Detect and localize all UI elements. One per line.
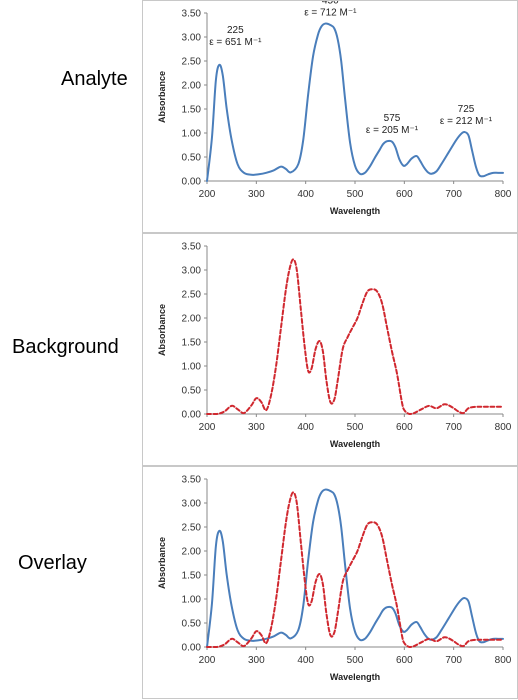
x-tick-label: 800 bbox=[495, 189, 512, 200]
y-tick-label: 0.50 bbox=[182, 153, 202, 164]
y-tick-label: 1.00 bbox=[182, 129, 202, 140]
analyte-chart: 0.00 0.50 1.00 1.50 2.00 2.50 3.00 3.50 200 300 40… bbox=[157, 1, 512, 216]
x-tick-label: 300 bbox=[248, 422, 265, 433]
background-series-line bbox=[206, 258, 504, 415]
y-tick-label: 1.50 bbox=[182, 105, 202, 116]
x-tick-label: 500 bbox=[347, 189, 364, 200]
y-tick-label: 3.50 bbox=[182, 9, 202, 20]
row-label-background: Background bbox=[12, 336, 119, 358]
y-tick-label: 2.50 bbox=[182, 290, 202, 301]
row-label-analyte: Analyte bbox=[61, 68, 128, 90]
y-tick-label: 0.50 bbox=[182, 619, 202, 630]
x-tick-label: 200 bbox=[199, 189, 216, 200]
y-tick-label: 3.00 bbox=[182, 33, 202, 44]
peak-annotation: ε = 712 M⁻¹ bbox=[304, 8, 357, 19]
x-tick-label: 400 bbox=[297, 422, 314, 433]
background-chart-panel: 0.00 0.50 1.00 1.50 2.00 2.50 3.00 3.50 200 300 40… bbox=[142, 233, 518, 466]
y-tick-label: 3.00 bbox=[182, 266, 202, 277]
x-tick-label: 800 bbox=[495, 655, 512, 666]
y-tick-label: 1.00 bbox=[182, 362, 202, 373]
x-tick-label: 400 bbox=[297, 655, 314, 666]
x-tick-label: 800 bbox=[495, 422, 512, 433]
peak-annotation: 225 bbox=[227, 25, 244, 36]
x-axis-title: Wavelength bbox=[330, 672, 380, 682]
y-tick-label: 3.00 bbox=[182, 499, 202, 510]
x-tick-label: 700 bbox=[445, 655, 462, 666]
y-tick-label: 0.50 bbox=[182, 386, 202, 397]
y-tick-label: 2.00 bbox=[182, 547, 202, 558]
x-tick-label: 500 bbox=[347, 422, 364, 433]
x-tick-label: 600 bbox=[396, 189, 413, 200]
x-tick-label: 200 bbox=[199, 655, 216, 666]
x-tick-label: 500 bbox=[347, 655, 364, 666]
overlay-chart: 0.00 0.50 1.00 1.50 2.00 2.50 3.00 3.50 200 300 40… bbox=[157, 475, 512, 683]
analyte-series-line bbox=[206, 22, 504, 182]
y-tick-label: 2.00 bbox=[182, 81, 202, 92]
x-tick-label: 300 bbox=[248, 189, 265, 200]
y-tick-label: 1.50 bbox=[182, 338, 202, 349]
y-tick-label: 3.50 bbox=[182, 475, 202, 486]
peak-annotation: 725 bbox=[458, 104, 475, 115]
x-tick-label: 200 bbox=[199, 422, 216, 433]
y-tick-label: 0.00 bbox=[182, 643, 202, 654]
x-tick-label: 700 bbox=[445, 422, 462, 433]
y-tick-label: 0.00 bbox=[182, 410, 202, 421]
peak-annotation: ε = 651 M⁻¹ bbox=[209, 37, 262, 48]
peak-annotation: 450 bbox=[322, 1, 339, 7]
x-axis-title: Wavelength bbox=[330, 206, 380, 216]
x-tick-label: 700 bbox=[445, 189, 462, 200]
y-axis-title: Absorbance bbox=[157, 304, 167, 356]
background-chart: 0.00 0.50 1.00 1.50 2.00 2.50 3.00 3.50 200 300 40… bbox=[157, 242, 512, 450]
y-tick-label: 0.00 bbox=[182, 177, 202, 188]
analyte-series-line bbox=[206, 488, 504, 648]
x-axis-title: Wavelength bbox=[330, 439, 380, 449]
y-tick-label: 2.00 bbox=[182, 314, 202, 325]
y-tick-label: 3.50 bbox=[182, 242, 202, 253]
analyte-chart-panel: 0.00 0.50 1.00 1.50 2.00 2.50 3.00 3.50 200 300 40… bbox=[142, 0, 518, 233]
x-tick-label: 300 bbox=[248, 655, 265, 666]
x-tick-label: 400 bbox=[297, 189, 314, 200]
row-label-overlay: Overlay bbox=[18, 552, 87, 574]
peak-annotation: ε = 205 M⁻¹ bbox=[366, 125, 419, 136]
y-tick-label: 2.50 bbox=[182, 523, 202, 534]
peak-annotation: 575 bbox=[384, 113, 401, 124]
y-tick-label: 2.50 bbox=[182, 57, 202, 68]
peak-annotation: ε = 212 M⁻¹ bbox=[440, 116, 493, 127]
overlay-chart-panel: 0.00 0.50 1.00 1.50 2.00 2.50 3.00 3.50 200 300 40… bbox=[142, 466, 518, 699]
y-axis-title: Absorbance bbox=[157, 537, 167, 589]
y-tick-label: 1.50 bbox=[182, 571, 202, 582]
y-axis-title: Absorbance bbox=[157, 71, 167, 123]
background-series-line bbox=[206, 491, 504, 648]
y-tick-label: 1.00 bbox=[182, 595, 202, 606]
x-tick-label: 600 bbox=[396, 422, 413, 433]
x-tick-label: 600 bbox=[396, 655, 413, 666]
